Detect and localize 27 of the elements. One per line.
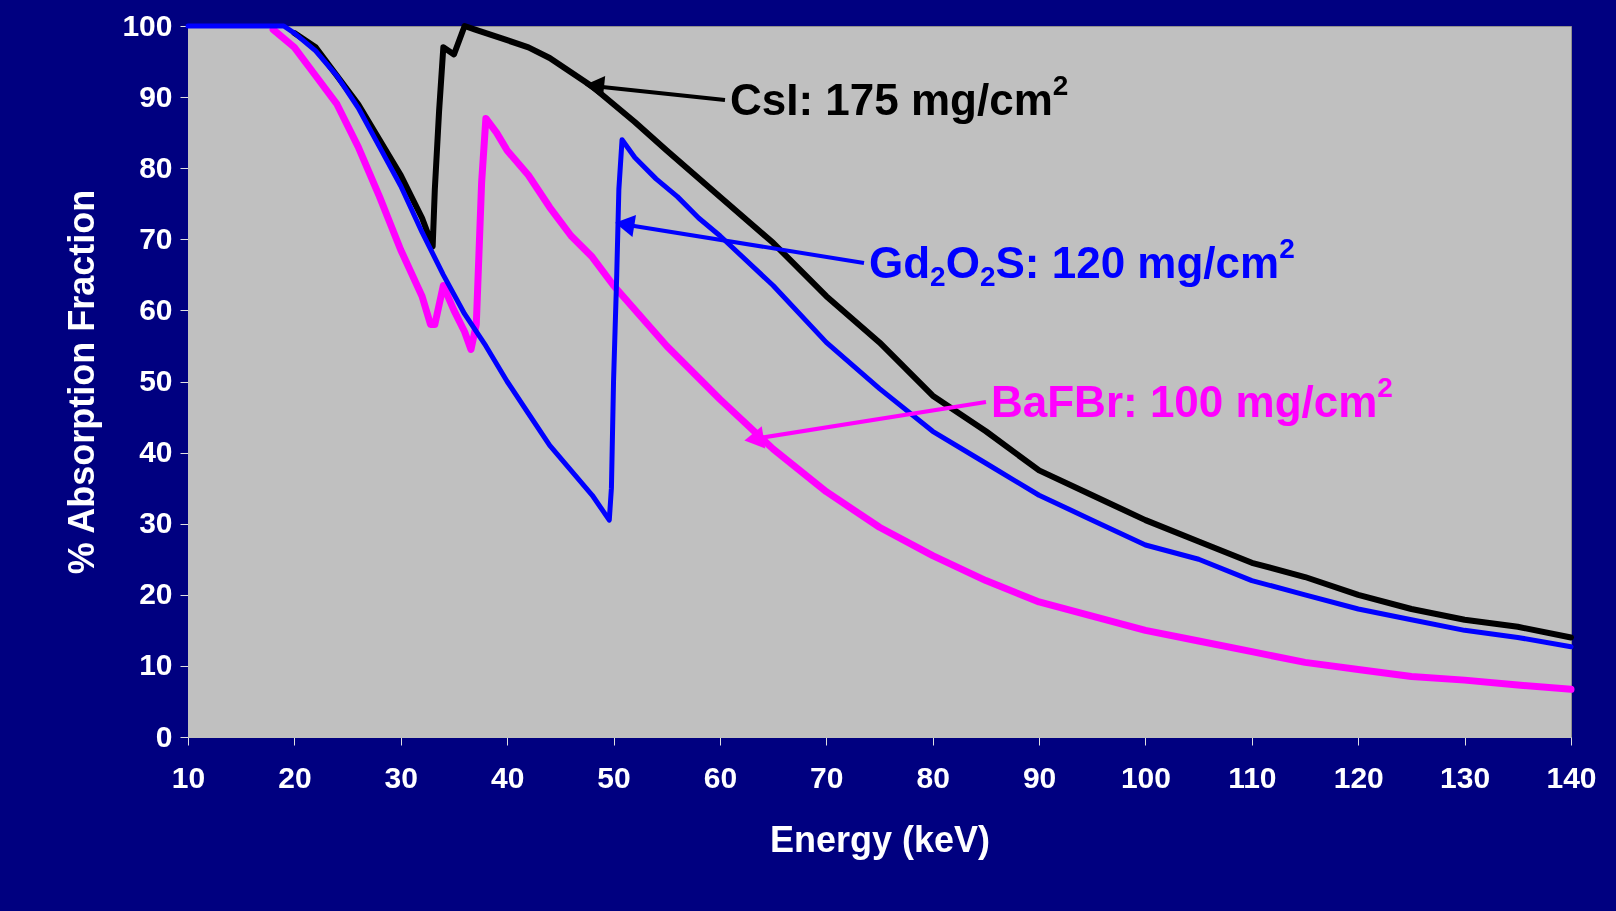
x-tick-label: 140 — [1546, 760, 1597, 794]
x-tick-label: 70 — [810, 760, 844, 794]
x-tick-label: 130 — [1440, 760, 1491, 794]
y-tick-label: 30 — [139, 506, 173, 540]
x-tick-label: 80 — [916, 760, 950, 794]
x-tick-label: 10 — [171, 760, 206, 794]
y-tick-label: 80 — [139, 150, 173, 184]
x-tick-label: 110 — [1228, 760, 1277, 794]
y-tick-label: 100 — [122, 8, 173, 42]
x-tick-label: 20 — [278, 760, 312, 794]
y-tick-label: 40 — [139, 435, 173, 469]
y-tick-label: 0 — [155, 719, 173, 753]
y-tick-label: 60 — [139, 292, 173, 326]
y-tick-label: 20 — [139, 577, 173, 611]
x-tick-label: 40 — [490, 760, 525, 794]
y-tick-label: 70 — [139, 221, 173, 255]
y-axis-title: % Absorption Fraction — [61, 189, 103, 575]
x-tick-label: 60 — [703, 760, 738, 794]
x-tick-label: 120 — [1333, 760, 1384, 794]
x-axis-title: Energy (keV) — [769, 818, 991, 860]
x-tick-label: 100 — [1120, 760, 1171, 794]
x-tick-label: 90 — [1022, 760, 1057, 794]
x-tick-label: 30 — [384, 760, 418, 794]
y-tick-label: 90 — [139, 79, 173, 113]
x-tick-label: 50 — [597, 760, 631, 794]
y-tick-label: 50 — [139, 364, 173, 397]
y-tick-label: 10 — [139, 648, 173, 682]
